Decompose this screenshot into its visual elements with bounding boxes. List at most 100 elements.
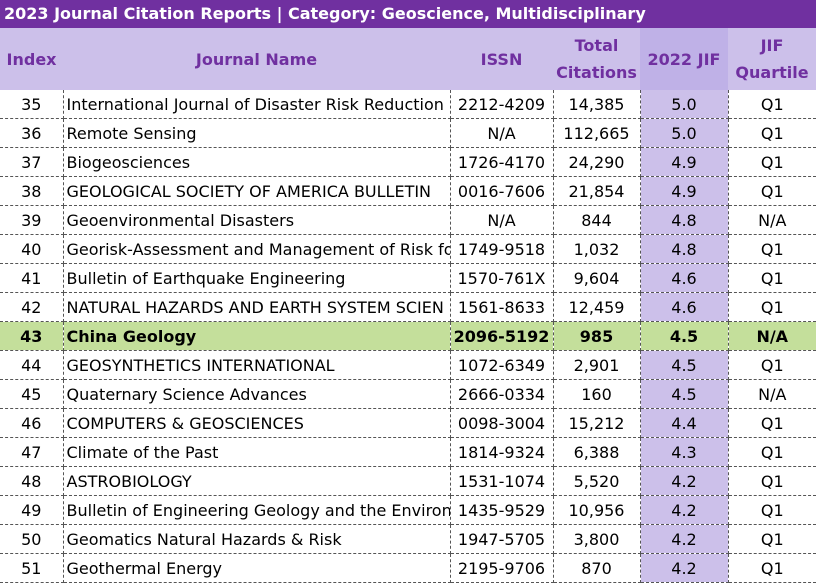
cell-jif: 4.2	[640, 524, 729, 554]
cell-index: 50	[0, 524, 64, 554]
quartile-header-line2: Quartile	[735, 63, 809, 82]
cell-jif: 4.8	[640, 205, 729, 235]
cell-journal-name: Georisk-Assessment and Management of Ris…	[63, 234, 451, 264]
cell-journal-name: GEOLOGICAL SOCIETY OF AMERICA BULLETIN	[63, 176, 451, 206]
cell-issn: 2666-0334	[450, 379, 554, 409]
cell-jif-quartile: Q1	[728, 118, 816, 148]
cell-index: 46	[0, 408, 64, 438]
table-row[interactable]: 50 Geomatics Natural Hazards & Risk 1947…	[0, 524, 816, 554]
cell-issn: 1561-8633	[450, 292, 554, 322]
table-row[interactable]: 47 Climate of the Past 1814-9324 6,388 4…	[0, 437, 816, 467]
cell-total-citations: 6,388	[553, 437, 641, 467]
cell-issn: 1749-9518	[450, 234, 554, 264]
journal-table: Index Journal Name ISSN Total Citations …	[0, 28, 816, 583]
cell-jif: 4.6	[640, 292, 729, 322]
table-row[interactable]: 49 Bulletin of Engineering Geology and t…	[0, 495, 816, 525]
table-body: 35 International Journal of Disaster Ris…	[0, 90, 816, 583]
column-header-journal-name[interactable]: Journal Name	[63, 28, 450, 90]
cell-jif-quartile: Q1	[728, 292, 816, 322]
cell-issn: 2195-9706	[450, 553, 554, 583]
table-row[interactable]: 45 Quaternary Science Advances 2666-0334…	[0, 379, 816, 409]
quartile-header-line1: JIF	[760, 36, 784, 55]
cell-index: 51	[0, 553, 64, 583]
cell-jif-quartile: Q1	[728, 495, 816, 525]
cell-journal-name: China Geology	[63, 321, 451, 351]
column-header-jif[interactable]: 2022 JIF	[640, 28, 728, 90]
column-header-index[interactable]: Index	[0, 28, 63, 90]
cell-total-citations: 160	[553, 379, 641, 409]
cell-jif-quartile: Q1	[728, 466, 816, 496]
cell-total-citations: 1,032	[553, 234, 641, 264]
cell-jif-quartile: Q1	[728, 408, 816, 438]
cell-journal-name: Geothermal Energy	[63, 553, 451, 583]
column-header-total-citations[interactable]: Total Citations	[553, 28, 640, 90]
cell-jif-quartile: N/A	[728, 379, 816, 409]
cell-total-citations: 21,854	[553, 176, 641, 206]
table-row[interactable]: 48 ASTROBIOLOGY 1531-1074 5,520 4.2 Q1	[0, 466, 816, 496]
cell-jif-quartile: Q1	[728, 437, 816, 467]
table-row[interactable]: 40 Georisk-Assessment and Management of …	[0, 234, 816, 264]
cell-total-citations: 3,800	[553, 524, 641, 554]
cell-jif-quartile: N/A	[728, 321, 816, 351]
cell-total-citations: 844	[553, 205, 641, 235]
cell-total-citations: 870	[553, 553, 641, 583]
table-row[interactable]: 39 Geoenvironmental Disasters N/A 844 4.…	[0, 205, 816, 235]
cell-total-citations: 2,901	[553, 350, 641, 380]
cell-journal-name: GEOSYNTHETICS INTERNATIONAL	[63, 350, 451, 380]
table-row[interactable]: 46 COMPUTERS & GEOSCIENCES 0098-3004 15,…	[0, 408, 816, 438]
cell-index: 42	[0, 292, 64, 322]
cell-jif-quartile: Q1	[728, 234, 816, 264]
table-row[interactable]: 44 GEOSYNTHETICS INTERNATIONAL 1072-6349…	[0, 350, 816, 380]
table-row[interactable]: 36 Remote Sensing N/A 112,665 5.0 Q1	[0, 118, 816, 148]
cell-journal-name: NATURAL HAZARDS AND EARTH SYSTEM SCIEN	[63, 292, 451, 322]
cell-jif: 4.2	[640, 495, 729, 525]
cell-jif: 5.0	[640, 118, 729, 148]
cell-issn: 2096-5192	[450, 321, 554, 351]
cell-index: 38	[0, 176, 64, 206]
cell-index: 47	[0, 437, 64, 467]
cell-index: 48	[0, 466, 64, 496]
cell-jif-quartile: N/A	[728, 205, 816, 235]
cell-total-citations: 10,956	[553, 495, 641, 525]
cell-issn: 0016-7606	[450, 176, 554, 206]
cell-jif: 4.9	[640, 147, 729, 177]
cell-index: 35	[0, 90, 64, 119]
cell-issn: 1072-6349	[450, 350, 554, 380]
cell-jif: 5.0	[640, 90, 729, 119]
table-row-highlighted[interactable]: 43 China Geology 2096-5192 985 4.5 N/A	[0, 321, 816, 351]
table-row[interactable]: 41 Bulletin of Earthquake Engineering 15…	[0, 263, 816, 293]
cell-total-citations: 9,604	[553, 263, 641, 293]
table-row[interactable]: 37 Biogeosciences 1726-4170 24,290 4.9 Q…	[0, 147, 816, 177]
table-row[interactable]: 38 GEOLOGICAL SOCIETY OF AMERICA BULLETI…	[0, 176, 816, 206]
cell-index: 39	[0, 205, 64, 235]
cell-jif-quartile: Q1	[728, 90, 816, 119]
cell-total-citations: 12,459	[553, 292, 641, 322]
cell-journal-name: Quaternary Science Advances	[63, 379, 451, 409]
cell-index: 45	[0, 379, 64, 409]
cell-total-citations: 24,290	[553, 147, 641, 177]
cell-jif-quartile: Q1	[728, 524, 816, 554]
report-title: 2023 Journal Citation Reports | Category…	[0, 0, 816, 28]
cell-jif: 4.2	[640, 466, 729, 496]
cell-jif-quartile: Q1	[728, 553, 816, 583]
table-header: Index Journal Name ISSN Total Citations …	[0, 28, 816, 90]
cell-total-citations: 15,212	[553, 408, 641, 438]
cell-index: 37	[0, 147, 64, 177]
column-header-issn[interactable]: ISSN	[450, 28, 553, 90]
cell-jif: 4.4	[640, 408, 729, 438]
cell-index: 36	[0, 118, 64, 148]
total-citations-header-line2: Citations	[556, 63, 637, 82]
cell-jif-quartile: Q1	[728, 263, 816, 293]
table-row[interactable]: 51 Geothermal Energy 2195-9706 870 4.2 Q…	[0, 553, 816, 583]
cell-journal-name: Geomatics Natural Hazards & Risk	[63, 524, 451, 554]
cell-index: 44	[0, 350, 64, 380]
table-row[interactable]: 42 NATURAL HAZARDS AND EARTH SYSTEM SCIE…	[0, 292, 816, 322]
cell-journal-name: Climate of the Past	[63, 437, 451, 467]
column-header-jif-quartile[interactable]: JIF Quartile	[728, 28, 816, 90]
table-row[interactable]: 35 International Journal of Disaster Ris…	[0, 90, 816, 119]
cell-journal-name: Bulletin of Earthquake Engineering	[63, 263, 451, 293]
cell-issn: 1531-1074	[450, 466, 554, 496]
cell-issn: N/A	[450, 205, 554, 235]
cell-journal-name: Geoenvironmental Disasters	[63, 205, 451, 235]
cell-issn: 0098-3004	[450, 408, 554, 438]
